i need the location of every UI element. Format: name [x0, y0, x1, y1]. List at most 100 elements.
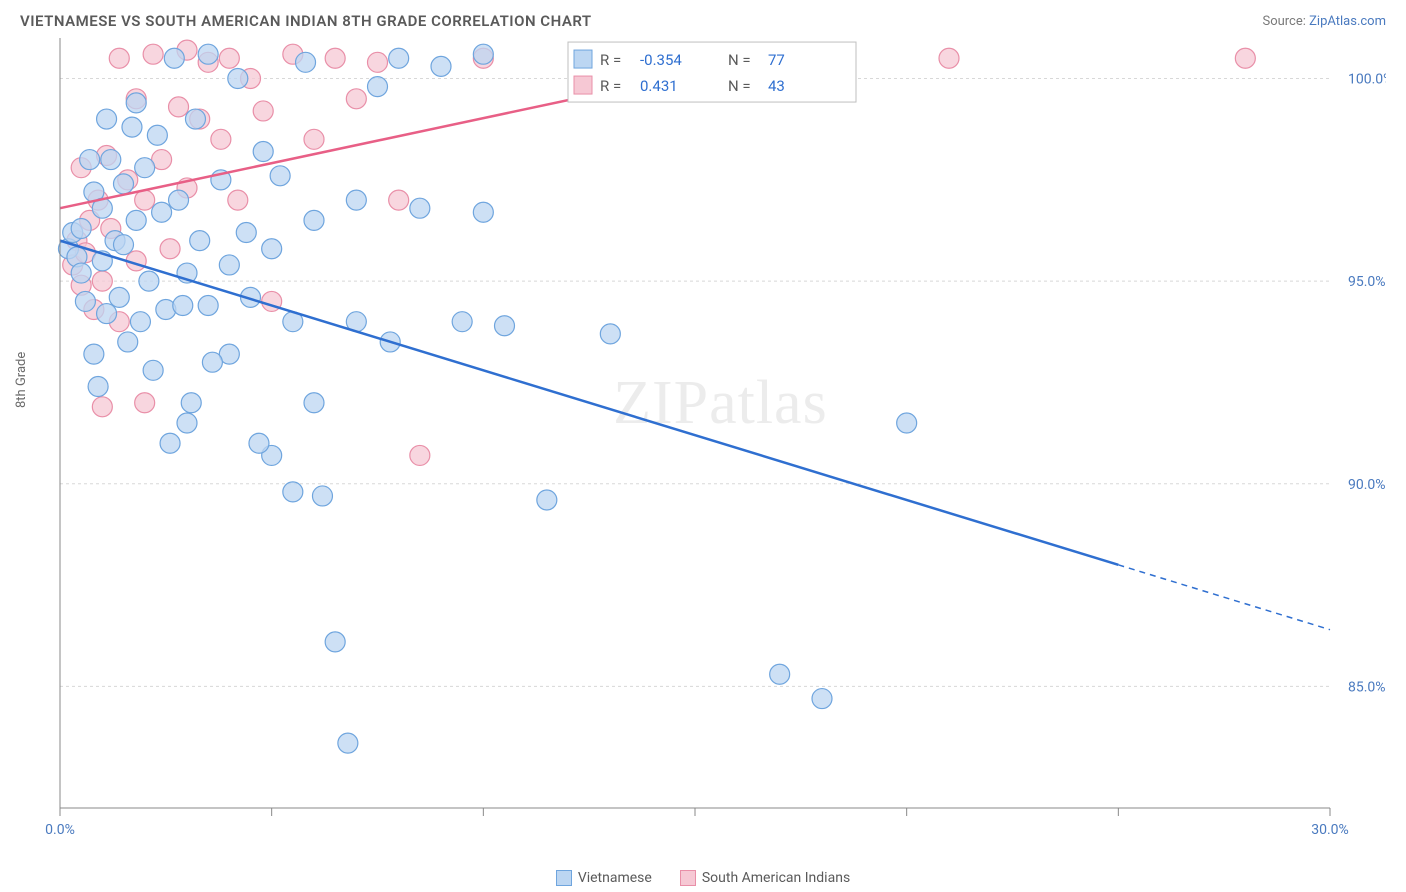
- legend-r-value: 0.431: [640, 77, 678, 95]
- legend-label: Vietnamese: [578, 870, 652, 886]
- y-tick-label: 90.0%: [1348, 477, 1386, 493]
- chart-area: 8th Grade 85.0%90.0%95.0%100.0%ZIPatlas0…: [20, 38, 1386, 838]
- bottom-legend: Vietnamese South American Indians: [0, 870, 1406, 886]
- point-south-american: [325, 48, 345, 68]
- point-vietnamese: [198, 44, 218, 64]
- point-south-american: [92, 397, 112, 417]
- point-vietnamese: [84, 344, 104, 364]
- legend-swatch: [574, 50, 592, 68]
- point-vietnamese: [410, 198, 430, 218]
- y-tick-label: 85.0%: [1348, 679, 1386, 695]
- point-south-american: [169, 97, 189, 117]
- point-vietnamese: [143, 360, 163, 380]
- point-vietnamese: [173, 295, 193, 315]
- point-vietnamese: [304, 210, 324, 230]
- point-vietnamese: [114, 235, 134, 255]
- point-vietnamese: [253, 141, 273, 161]
- point-vietnamese: [139, 271, 159, 291]
- point-vietnamese: [97, 304, 117, 324]
- source-label: Source: ZipAtlas.com: [1262, 14, 1386, 29]
- point-vietnamese: [164, 48, 184, 68]
- point-vietnamese: [249, 433, 269, 453]
- point-vietnamese: [169, 190, 189, 210]
- trend-line-vietnamese: [60, 241, 1118, 565]
- point-vietnamese: [537, 490, 557, 510]
- point-vietnamese: [495, 316, 515, 336]
- point-vietnamese: [304, 393, 324, 413]
- point-vietnamese: [160, 433, 180, 453]
- point-vietnamese: [473, 44, 493, 64]
- point-vietnamese: [75, 291, 95, 311]
- point-vietnamese: [431, 56, 451, 76]
- point-vietnamese: [80, 150, 100, 170]
- point-vietnamese: [473, 202, 493, 222]
- watermark: ZIPatlas: [613, 369, 828, 437]
- x-tick-label: 30.0%: [1311, 822, 1349, 838]
- point-vietnamese: [71, 263, 91, 283]
- legend-n-label: N =: [728, 51, 751, 69]
- point-vietnamese: [185, 109, 205, 129]
- y-axis-label: 8th Grade: [14, 352, 29, 408]
- legend-r-label: R =: [600, 51, 621, 69]
- point-south-american: [228, 190, 248, 210]
- point-vietnamese: [452, 312, 472, 332]
- point-vietnamese: [236, 223, 256, 243]
- point-south-american: [1235, 48, 1255, 68]
- point-south-american: [304, 129, 324, 149]
- point-vietnamese: [147, 125, 167, 145]
- legend-r-label: R =: [600, 77, 621, 95]
- point-vietnamese: [296, 52, 316, 72]
- point-vietnamese: [101, 150, 121, 170]
- point-south-american: [410, 445, 430, 465]
- legend-n-value: 77: [768, 51, 785, 69]
- point-south-american: [211, 129, 231, 149]
- point-vietnamese: [181, 393, 201, 413]
- point-vietnamese: [262, 239, 282, 259]
- legend-swatch: [556, 870, 572, 886]
- point-vietnamese: [283, 482, 303, 502]
- point-vietnamese: [88, 377, 108, 397]
- point-vietnamese: [368, 77, 388, 97]
- point-vietnamese: [122, 117, 142, 137]
- point-south-american: [389, 190, 409, 210]
- point-vietnamese: [177, 413, 197, 433]
- point-south-american: [253, 101, 273, 121]
- point-vietnamese: [812, 689, 832, 709]
- chart-title: VIETNAMESE VS SOUTH AMERICAN INDIAN 8TH …: [20, 12, 592, 30]
- source-link[interactable]: ZipAtlas.com: [1309, 14, 1386, 29]
- point-vietnamese: [152, 202, 172, 222]
- point-vietnamese: [312, 486, 332, 506]
- point-vietnamese: [114, 174, 134, 194]
- point-vietnamese: [770, 664, 790, 684]
- legend-n-label: N =: [728, 77, 751, 95]
- legend-label: South American Indians: [702, 870, 850, 886]
- legend-item: Vietnamese: [556, 870, 652, 886]
- legend-item: South American Indians: [680, 870, 850, 886]
- point-south-american: [109, 48, 129, 68]
- scatter-chart: 85.0%90.0%95.0%100.0%ZIPatlas0.0%30.0%R …: [20, 38, 1386, 838]
- point-vietnamese: [126, 93, 146, 113]
- x-tick-label: 0.0%: [45, 822, 75, 838]
- point-vietnamese: [135, 158, 155, 178]
- point-vietnamese: [118, 332, 138, 352]
- point-south-american: [135, 393, 155, 413]
- point-south-american: [939, 48, 959, 68]
- point-south-american: [143, 44, 163, 64]
- point-vietnamese: [71, 218, 91, 238]
- point-vietnamese: [126, 210, 146, 230]
- point-vietnamese: [202, 352, 222, 372]
- point-south-american: [368, 52, 388, 72]
- point-vietnamese: [130, 312, 150, 332]
- point-south-american: [219, 48, 239, 68]
- point-vietnamese: [109, 287, 129, 307]
- point-vietnamese: [219, 255, 239, 275]
- legend-r-value: -0.354: [640, 51, 682, 69]
- point-south-american: [92, 271, 112, 291]
- trend-line-vietnamese-extrapolated: [1118, 565, 1330, 630]
- y-tick-label: 100.0%: [1348, 72, 1386, 88]
- point-south-american: [135, 190, 155, 210]
- point-vietnamese: [198, 295, 218, 315]
- point-south-american: [346, 89, 366, 109]
- point-vietnamese: [389, 48, 409, 68]
- legend-n-value: 43: [768, 77, 785, 95]
